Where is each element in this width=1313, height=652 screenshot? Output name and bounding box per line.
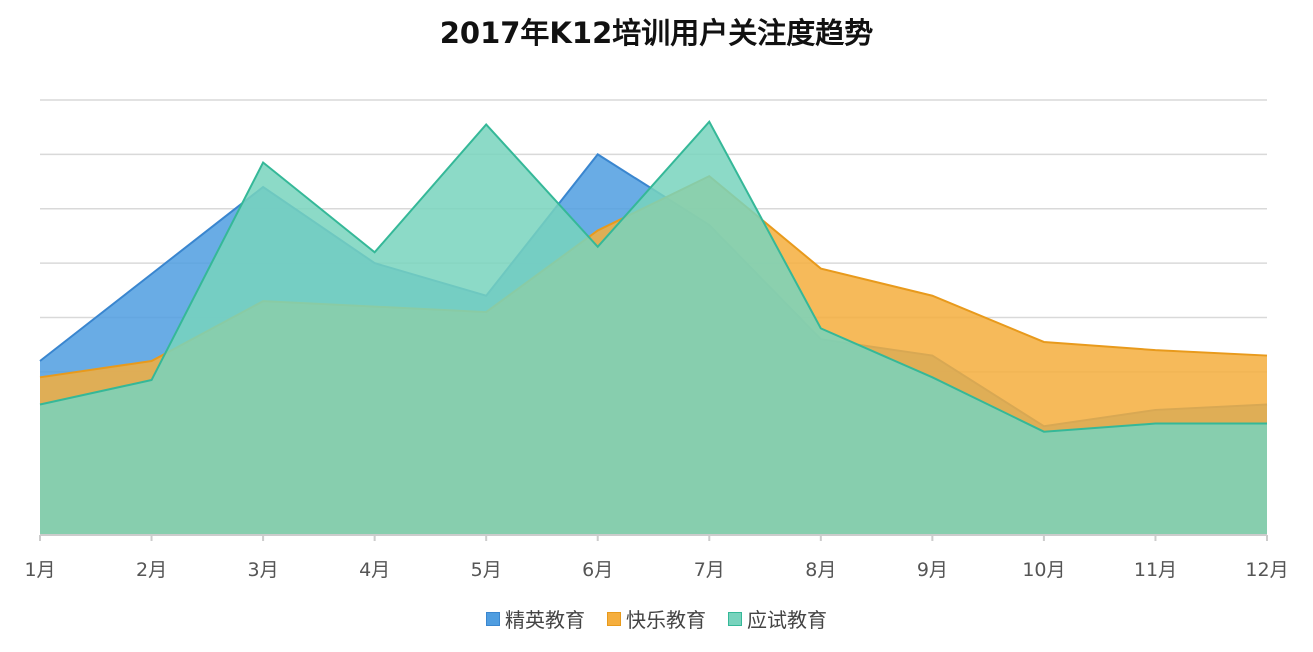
legend: 精英教育 快乐教育 应试教育 [0,604,1313,633]
legend-swatch [486,611,500,626]
x-tick-label: 5月 [471,559,502,581]
legend-item-2[interactable]: 快乐教育 [607,604,706,633]
x-tick-label: 10月 [1022,559,1065,581]
area-chart: 1月 2月 3月 4月 5月 6月 7月 8月 9月 10月 11月 12月 [24,99,1289,581]
x-tick-label: 4月 [359,559,390,581]
area-series-3[interactable] [40,121,1267,535]
x-tick-label: 12月 [1245,559,1288,581]
x-tick-label: 9月 [917,559,948,581]
x-axis-ticks: 1月 2月 3月 4月 5月 6月 7月 8月 9月 10月 11月 12月 [24,535,1289,581]
x-tick-label: 1月 [24,559,55,581]
legend-swatch [728,611,742,626]
series-areas [39,120,1268,535]
x-tick-label: 7月 [694,559,725,581]
legend-label: 应试教育 [747,608,827,632]
x-tick-label: 2月 [136,559,167,581]
x-tick-label: 3月 [248,559,279,581]
legend-item-3[interactable]: 应试教育 [728,604,827,633]
legend-label: 快乐教育 [626,608,706,632]
legend-item-1[interactable]: 精英教育 [486,604,585,633]
chart-title: 2017年K12培训用户关注度趋势 [439,16,874,50]
x-tick-label: 11月 [1134,559,1177,581]
legend-label: 精英教育 [505,608,585,632]
legend-swatch [607,611,621,626]
line-series-3 [39,120,1267,433]
x-tick-label: 6月 [582,559,613,581]
x-tick-label: 8月 [805,559,836,581]
